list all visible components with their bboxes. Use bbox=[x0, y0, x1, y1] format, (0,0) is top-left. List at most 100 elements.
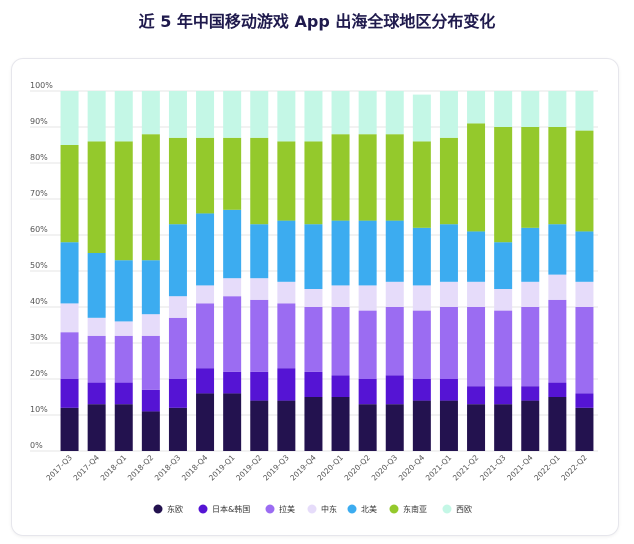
bar-segment bbox=[168, 317, 187, 379]
bar-segment bbox=[141, 314, 160, 336]
legend-swatch bbox=[442, 504, 452, 514]
bar-segment bbox=[196, 91, 215, 138]
legend-label: 东欧 bbox=[167, 504, 183, 514]
bar-segment bbox=[223, 393, 242, 451]
legend-swatch bbox=[307, 504, 317, 514]
bar-segment bbox=[331, 307, 350, 376]
bar-segment bbox=[412, 227, 431, 286]
bar-segment bbox=[114, 141, 133, 261]
y-tick-label: 70% bbox=[30, 189, 48, 198]
bar-segment bbox=[60, 332, 79, 379]
x-tick-label: 2019-Q1 bbox=[207, 453, 237, 483]
bar-segment bbox=[548, 224, 567, 275]
x-tick-label: 2021-Q3 bbox=[478, 453, 508, 483]
x-tick-label: 2020-Q2 bbox=[343, 453, 373, 483]
bar-segment bbox=[277, 220, 296, 282]
bar-segment bbox=[304, 91, 323, 142]
x-tick-label: 2019-Q2 bbox=[234, 453, 264, 483]
bar-segment bbox=[412, 400, 431, 451]
bar-segment bbox=[412, 141, 431, 228]
bar-segment bbox=[196, 137, 215, 214]
x-tick-label: 2022-Q2 bbox=[559, 453, 589, 483]
bar-segment bbox=[494, 91, 513, 127]
bar-segment bbox=[494, 386, 513, 405]
x-tick-label: 2018-Q4 bbox=[180, 453, 210, 483]
bar-segment bbox=[250, 400, 269, 451]
bar-segment bbox=[304, 141, 323, 225]
bar-segment bbox=[223, 91, 242, 138]
x-tick-label: 2022-Q1 bbox=[532, 453, 562, 483]
legend-item: 中东 bbox=[307, 504, 337, 514]
bar-segment bbox=[87, 91, 106, 142]
bar-segment bbox=[439, 224, 458, 282]
y-tick-label: 90% bbox=[30, 117, 48, 126]
bar-segment bbox=[250, 137, 269, 225]
x-tick-label: 2021-Q2 bbox=[451, 453, 481, 483]
x-tick-label: 2018-Q2 bbox=[126, 453, 156, 483]
bar-segment bbox=[521, 127, 540, 228]
bar-segment bbox=[385, 307, 404, 376]
bar-segment bbox=[358, 285, 377, 311]
bar-segment bbox=[331, 134, 350, 221]
y-tick-label: 80% bbox=[30, 153, 48, 162]
bar-segment bbox=[358, 134, 377, 221]
bar-segment bbox=[358, 310, 377, 379]
chart-title: 近 5 年中国移动游戏 App 出海全球地区分布变化 bbox=[138, 12, 496, 31]
bar-segment bbox=[467, 404, 486, 451]
bar-segment bbox=[277, 141, 296, 221]
bar-segment bbox=[467, 231, 486, 282]
legend-swatch bbox=[265, 504, 275, 514]
bar-segment bbox=[548, 299, 567, 383]
bar-segment bbox=[223, 371, 242, 394]
bar-segment bbox=[114, 335, 133, 383]
bar-segment bbox=[277, 400, 296, 451]
bar-segment bbox=[385, 134, 404, 221]
bar-segment bbox=[168, 296, 187, 318]
y-tick-label: 100% bbox=[30, 81, 53, 90]
bar-segment bbox=[521, 281, 540, 307]
bar-segment bbox=[521, 307, 540, 387]
bar-segment bbox=[575, 281, 594, 307]
bar-segment bbox=[439, 281, 458, 307]
bar-segment bbox=[304, 289, 323, 307]
bar-segment bbox=[168, 379, 187, 408]
bar-segment bbox=[250, 91, 269, 138]
bar-segment bbox=[304, 307, 323, 372]
x-tick-label: 2020-Q1 bbox=[315, 453, 345, 483]
bar-segment bbox=[141, 260, 160, 315]
bar-segment bbox=[548, 91, 567, 127]
bar-segment bbox=[277, 281, 296, 304]
bar-segment bbox=[412, 310, 431, 379]
x-tick-label: 2021-Q1 bbox=[424, 453, 454, 483]
bar-segment bbox=[331, 91, 350, 135]
bar-segment bbox=[521, 400, 540, 451]
bar-segment bbox=[60, 242, 79, 304]
bar-segment bbox=[87, 335, 106, 383]
bar-segment bbox=[196, 213, 215, 286]
bar-segment bbox=[250, 224, 269, 279]
bar-segment bbox=[385, 375, 404, 405]
bar-segment bbox=[250, 299, 269, 372]
bar-segment bbox=[60, 145, 79, 243]
bar-segment bbox=[250, 278, 269, 300]
bar-segment bbox=[223, 209, 242, 279]
bar-segment bbox=[168, 407, 187, 451]
bar-segment bbox=[196, 303, 215, 369]
x-tick-label: 2019-Q4 bbox=[288, 453, 318, 483]
bar-segment bbox=[575, 307, 594, 394]
bar-segment bbox=[304, 224, 323, 289]
bar-segment bbox=[87, 141, 106, 253]
y-tick-label: 20% bbox=[30, 369, 48, 378]
bar-segment bbox=[385, 404, 404, 451]
x-tick-label: 2021-Q4 bbox=[505, 453, 535, 483]
bar-segment bbox=[114, 91, 133, 142]
x-tick-label: 2018-Q1 bbox=[99, 453, 129, 483]
legend-swatch bbox=[198, 504, 208, 514]
legend-item: 拉美 bbox=[265, 504, 295, 514]
bar-segment bbox=[521, 386, 540, 401]
legend-item: 东南亚 bbox=[389, 504, 427, 514]
y-tick-label: 60% bbox=[30, 225, 48, 234]
bars bbox=[60, 91, 594, 451]
legend-label: 中东 bbox=[321, 504, 337, 514]
